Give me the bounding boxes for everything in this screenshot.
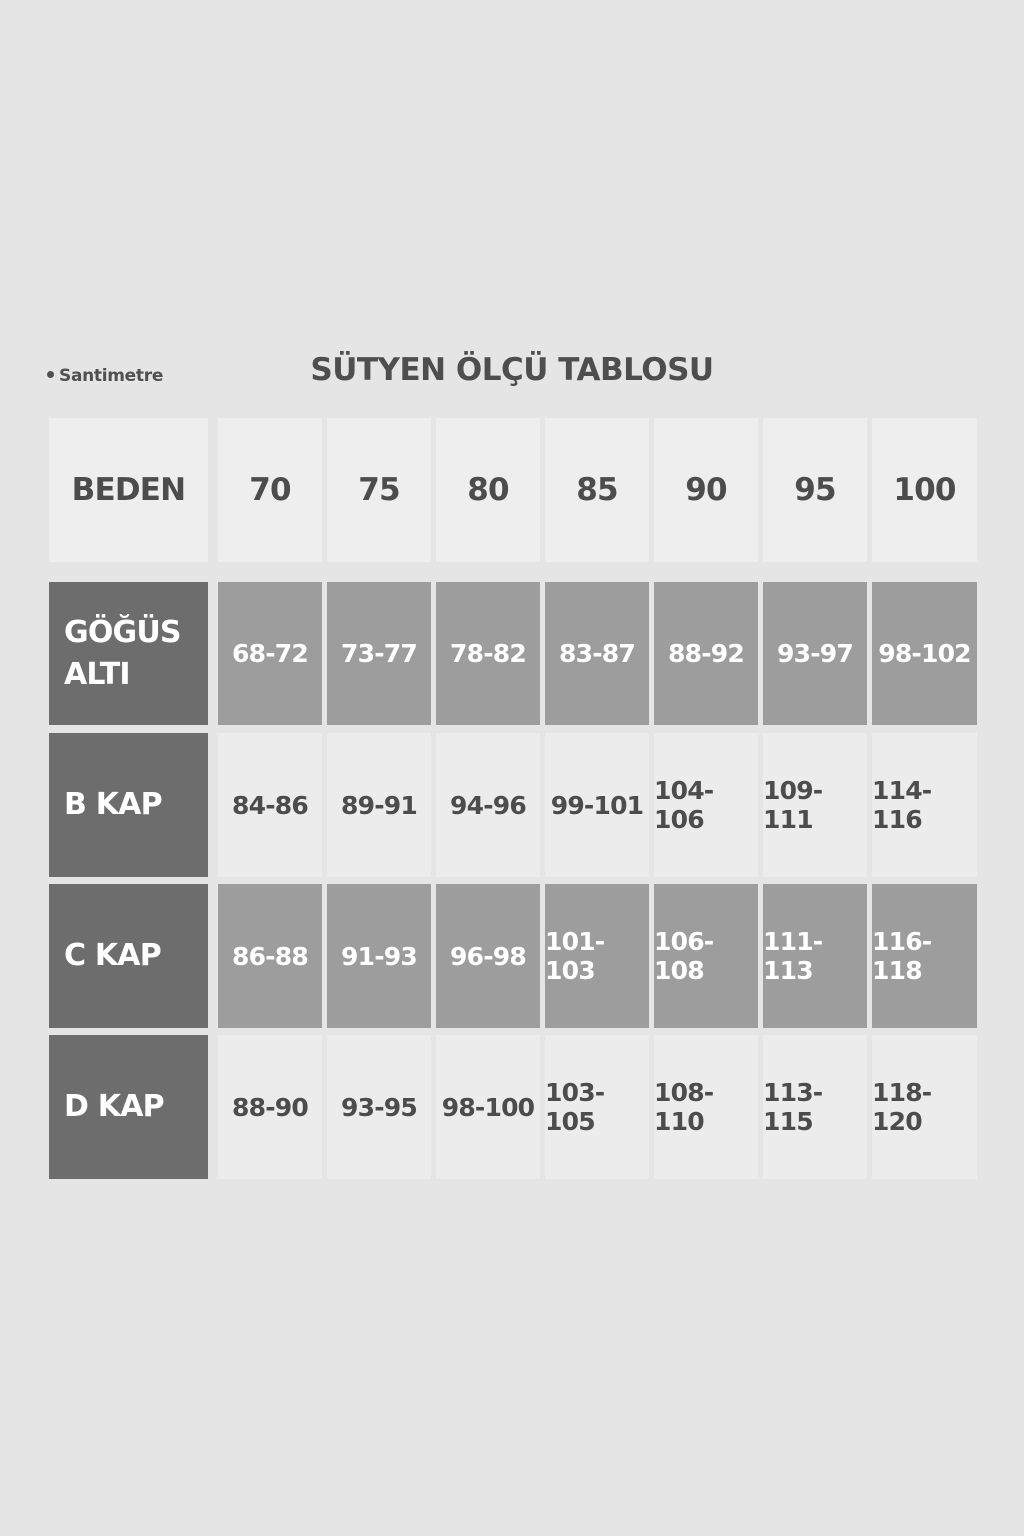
table-cell: 111-113 <box>763 884 867 1028</box>
unit-note-text: Santimetre <box>59 366 164 386</box>
table-cell: 106-108 <box>654 884 758 1028</box>
header-size-85: 85 <box>545 418 649 562</box>
header-size-95: 95 <box>763 418 867 562</box>
table-cell: 88-90 <box>218 1035 322 1179</box>
table-cell: 96-98 <box>436 884 540 1028</box>
table-cell: 78-82 <box>436 582 540 725</box>
table-cell: 89-91 <box>327 733 431 877</box>
table-cell: 88-92 <box>654 582 758 725</box>
table-cell: 114-116 <box>872 733 977 877</box>
table-cell: 118-120 <box>872 1035 977 1179</box>
row-label: C KAP <box>49 884 208 1028</box>
table-cell: 94-96 <box>436 733 540 877</box>
row-label: D KAP <box>49 1035 208 1179</box>
table-cell: 103-105 <box>545 1035 649 1179</box>
unit-note: Santimetre <box>47 366 163 386</box>
header-size-90: 90 <box>654 418 758 562</box>
table-cell: 116-118 <box>872 884 977 1028</box>
header-size-80: 80 <box>436 418 540 562</box>
table-cell: 86-88 <box>218 884 322 1028</box>
table-cell: 108-110 <box>654 1035 758 1179</box>
table-cell: 83-87 <box>545 582 649 725</box>
table-cell: 109-111 <box>763 733 867 877</box>
header-size-100: 100 <box>872 418 977 562</box>
header-size-70: 70 <box>218 418 322 562</box>
header-label: BEDEN <box>49 418 208 562</box>
page-title: SÜTYEN ÖLÇÜ TABLOSU <box>310 352 714 388</box>
bullet-icon <box>47 370 54 378</box>
table-cell: 93-95 <box>327 1035 431 1179</box>
header-size-75: 75 <box>327 418 431 562</box>
row-label: B KAP <box>49 733 208 877</box>
table-cell: 84-86 <box>218 733 322 877</box>
table-cell: 93-97 <box>763 582 867 725</box>
table-cell: 91-93 <box>327 884 431 1028</box>
row-label: GÖĞÜS ALTI <box>49 582 208 725</box>
table-cell: 104-106 <box>654 733 758 877</box>
table-cell: 98-100 <box>436 1035 540 1179</box>
table-cell: 99-101 <box>545 733 649 877</box>
table-cell: 113-115 <box>763 1035 867 1179</box>
table-cell: 68-72 <box>218 582 322 725</box>
table-cell: 73-77 <box>327 582 431 725</box>
table-cell: 98-102 <box>872 582 977 725</box>
table-cell: 101-103 <box>545 884 649 1028</box>
